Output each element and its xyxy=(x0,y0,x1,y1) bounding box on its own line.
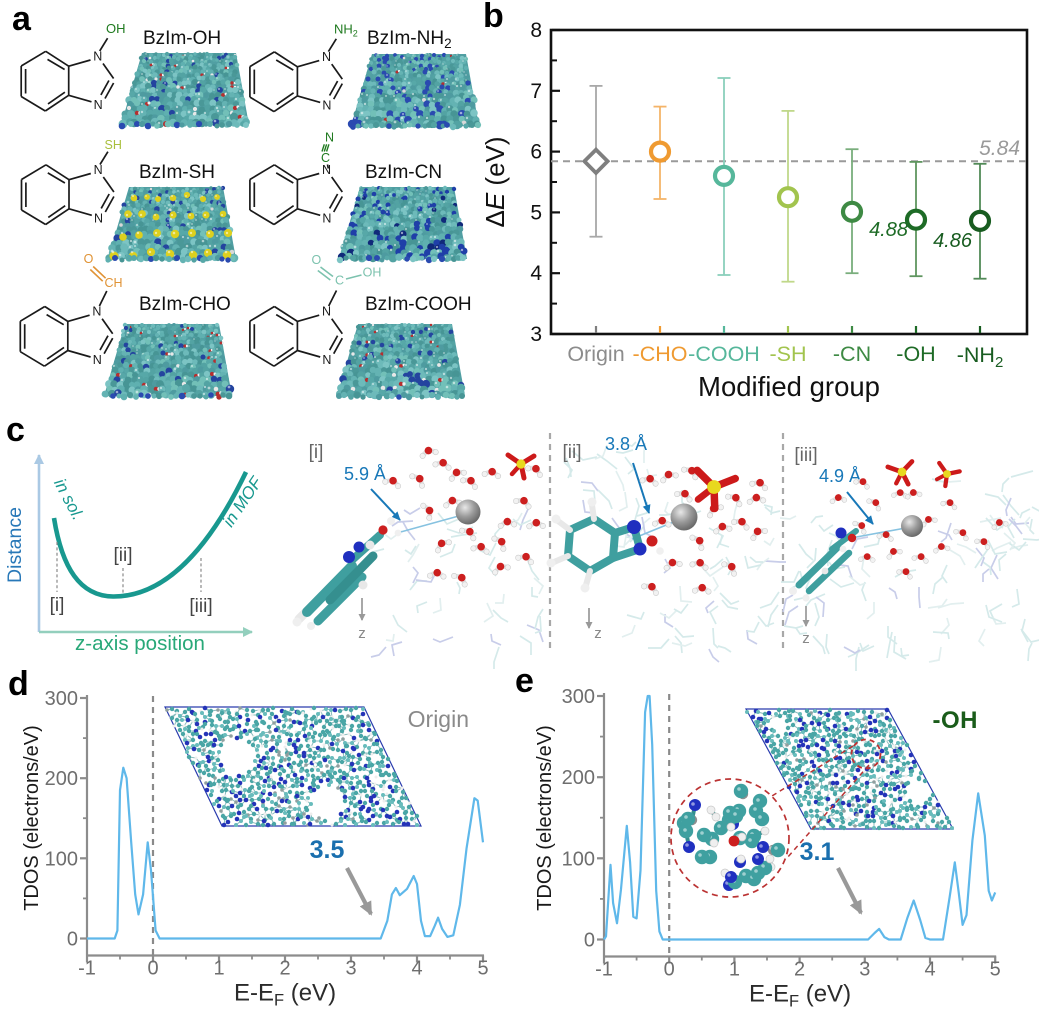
svg-text:N: N xyxy=(322,163,331,177)
svg-text:N: N xyxy=(94,163,103,177)
svg-text:BzIm-COOH: BzIm-COOH xyxy=(365,294,472,315)
svg-text:E-EF (eV): E-EF (eV) xyxy=(749,981,851,1011)
svg-text:N: N xyxy=(94,98,103,112)
svg-text:ΔE (eV): ΔE (eV) xyxy=(480,136,510,227)
svg-text:5.84: 5.84 xyxy=(979,137,1020,160)
svg-text:1: 1 xyxy=(213,958,224,980)
svg-text:100: 100 xyxy=(45,848,78,870)
svg-text:N: N xyxy=(322,305,331,319)
svg-text:[iii]: [iii] xyxy=(794,445,817,466)
svg-text:NH2: NH2 xyxy=(334,22,358,39)
svg-text:BzIm-OH: BzIm-OH xyxy=(143,28,221,49)
svg-text:z-axis position: z-axis position xyxy=(75,632,205,655)
svg-text:N: N xyxy=(93,353,102,367)
svg-text:8: 8 xyxy=(530,19,542,42)
svg-text:Origin: Origin xyxy=(567,342,624,366)
svg-text:N: N xyxy=(92,305,101,319)
svg-text:a: a xyxy=(12,0,32,38)
svg-text:O: O xyxy=(84,252,94,266)
svg-text:OH: OH xyxy=(363,266,382,280)
svg-text:7: 7 xyxy=(530,80,542,103)
svg-text:Modified group: Modified group xyxy=(698,371,880,402)
svg-text:3.8 Å: 3.8 Å xyxy=(605,434,647,454)
svg-text:OH: OH xyxy=(106,21,126,36)
svg-text:BzIm-NH2: BzIm-NH2 xyxy=(367,28,452,51)
svg-text:e: e xyxy=(515,662,534,700)
svg-text:3: 3 xyxy=(530,323,542,346)
svg-text:N: N xyxy=(325,131,334,145)
svg-text:N: N xyxy=(322,211,331,225)
svg-text:2: 2 xyxy=(279,958,290,980)
svg-text:0: 0 xyxy=(147,958,158,980)
svg-text:200: 200 xyxy=(562,767,595,789)
svg-text:5.9 Å: 5.9 Å xyxy=(344,464,386,484)
svg-text:3: 3 xyxy=(859,959,870,981)
svg-text:0: 0 xyxy=(67,929,78,951)
svg-text:-CHO: -CHO xyxy=(633,342,688,366)
svg-text:SH: SH xyxy=(105,138,122,152)
svg-text:0: 0 xyxy=(664,959,675,981)
svg-text:TDOS (electrons/eV): TDOS (electrons/eV) xyxy=(534,725,556,911)
svg-text:-1: -1 xyxy=(595,959,613,981)
svg-text:N: N xyxy=(322,353,331,367)
svg-text:300: 300 xyxy=(562,686,595,708)
svg-text:200: 200 xyxy=(45,768,78,790)
svg-text:N: N xyxy=(322,98,331,112)
svg-text:E-EF (eV): E-EF (eV) xyxy=(234,980,336,1010)
svg-text:C: C xyxy=(321,151,330,165)
svg-text:c: c xyxy=(6,411,25,449)
svg-text:5: 5 xyxy=(990,959,1001,981)
svg-text:C: C xyxy=(335,274,344,288)
svg-text:4: 4 xyxy=(924,959,935,981)
svg-text:-1: -1 xyxy=(78,958,96,980)
svg-text:4.88: 4.88 xyxy=(869,219,908,241)
svg-text:z: z xyxy=(802,630,810,647)
svg-text:[iii]: [iii] xyxy=(189,596,212,617)
svg-text:6: 6 xyxy=(530,141,542,164)
svg-text:1: 1 xyxy=(729,959,740,981)
svg-text:-COOH: -COOH xyxy=(688,342,760,366)
svg-text:z: z xyxy=(594,625,602,642)
svg-text:0: 0 xyxy=(584,930,595,952)
svg-text:BzIm-SH: BzIm-SH xyxy=(139,162,215,183)
svg-text:BzIm-CHO: BzIm-CHO xyxy=(139,294,231,315)
svg-text:5: 5 xyxy=(477,958,488,980)
svg-text:[ii]: [ii] xyxy=(114,545,133,566)
svg-text:4: 4 xyxy=(411,958,422,980)
svg-text:[i]: [i] xyxy=(50,595,65,616)
svg-text:4.86: 4.86 xyxy=(933,230,973,252)
svg-text:b: b xyxy=(483,0,504,35)
svg-text:2: 2 xyxy=(794,959,805,981)
svg-text:[ii]: [ii] xyxy=(563,442,582,463)
svg-text:N: N xyxy=(93,50,102,64)
svg-text:300: 300 xyxy=(45,688,78,710)
svg-text:O: O xyxy=(312,253,322,267)
svg-text:3: 3 xyxy=(345,958,356,980)
svg-text:N: N xyxy=(322,50,331,64)
svg-text:4: 4 xyxy=(530,262,542,285)
svg-text:d: d xyxy=(8,665,29,703)
svg-text:TDOS (electrons/eV): TDOS (electrons/eV) xyxy=(21,725,43,911)
svg-text:N: N xyxy=(94,211,103,225)
svg-text:BzIm-CN: BzIm-CN xyxy=(365,162,442,183)
svg-text:CH: CH xyxy=(104,276,122,290)
svg-text:-CN: -CN xyxy=(833,342,871,366)
svg-text:-SH: -SH xyxy=(769,342,806,366)
svg-text:Distance: Distance xyxy=(4,507,26,583)
svg-text:z: z xyxy=(358,625,366,642)
svg-text:-OH: -OH xyxy=(896,342,935,366)
svg-text:5: 5 xyxy=(530,201,542,224)
svg-text:100: 100 xyxy=(562,848,595,870)
svg-text:[i]: [i] xyxy=(309,442,324,463)
